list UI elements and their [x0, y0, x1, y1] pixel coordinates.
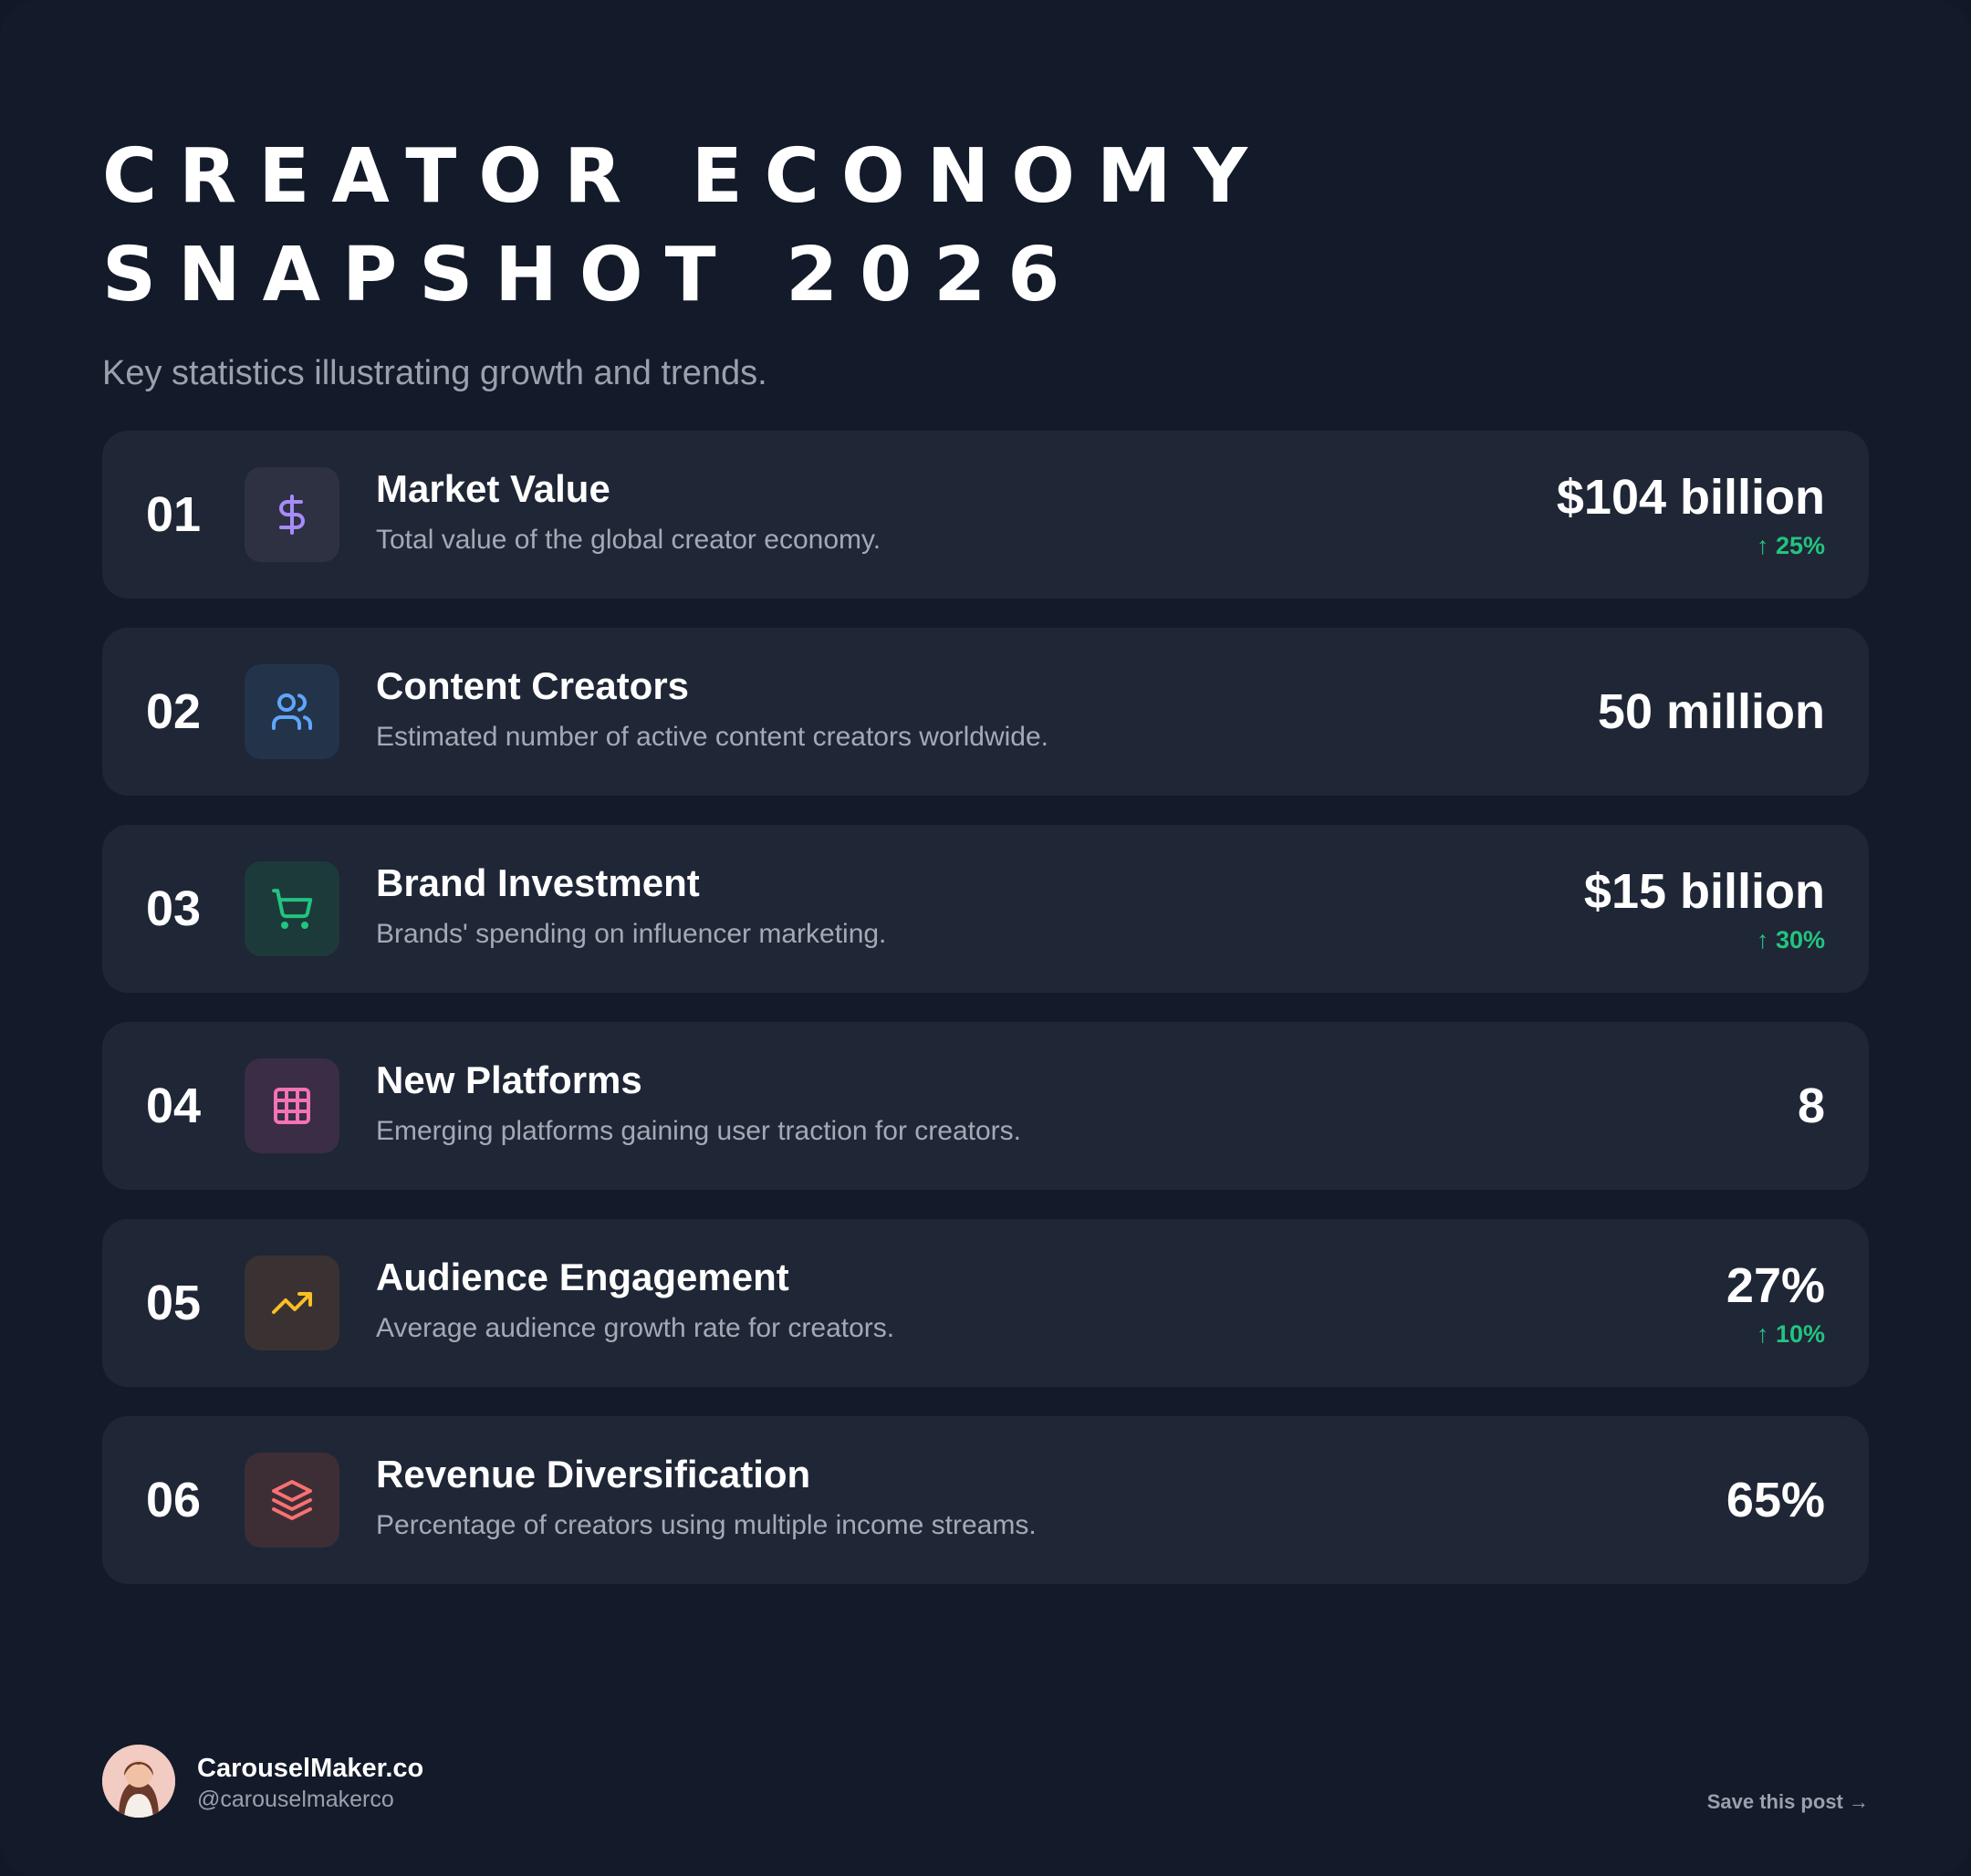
stat-icon-box [245, 664, 339, 759]
trending-up-icon [272, 1292, 312, 1314]
stat-title: Market Value [376, 467, 610, 510]
stat-title: Audience Engagement [376, 1256, 789, 1298]
stat-card: 01 Market Value Total value of the global … [102, 431, 1869, 599]
stat-icon-box [245, 467, 339, 562]
stat-change-badge: ↑ 10% [1756, 1320, 1825, 1348]
stat-text: Content Creators Estimated number of acti… [376, 664, 1048, 754]
stat-text: Brand Investment Brands' spending on infl… [376, 861, 886, 951]
save-post-link[interactable]: Save this post → [1706, 1790, 1869, 1813]
stat-card: 06 Revenue Diversification Percentage of c… [102, 1416, 1869, 1584]
stat-text: Revenue Diversification Percentage of cre… [376, 1453, 1037, 1542]
stat-value-group: 8 [1798, 1022, 1825, 1190]
stat-card: 04 New Platforms Emerging platforms gainin… [102, 1022, 1869, 1190]
stat-icon-box [245, 861, 339, 956]
stat-card: 02 Content Creators Estimated number of ac… [102, 628, 1869, 796]
stat-value: 50 million [1597, 684, 1825, 739]
stat-value: 8 [1797, 1079, 1825, 1133]
header: Creator Economy Snapshot 2026 Key statis… [102, 128, 1836, 393]
footer: CarouselMaker.co @carouselmakerco Save t… [102, 1745, 1869, 1818]
stat-description: Estimated number of active content creat… [376, 722, 1049, 752]
grid-icon [274, 1088, 310, 1124]
stat-icon-box [245, 1453, 339, 1548]
stat-number: 05 [146, 1276, 202, 1330]
stat-value-group: 27% ↑ 10% [1726, 1219, 1825, 1387]
stat-description: Average audience growth rate for creator… [376, 1313, 895, 1343]
stat-number: 06 [146, 1473, 202, 1527]
stat-change-badge: ↑ 25% [1756, 532, 1825, 559]
page-title: Creator Economy Snapshot 2026 [102, 128, 1836, 325]
stat-description: Emerging platforms gaining user traction… [376, 1116, 1021, 1146]
brand-name: CarouselMaker.co [197, 1754, 424, 1783]
layers-icon [272, 1480, 312, 1520]
dollar-icon [279, 495, 305, 535]
stat-text: Market Value Total value of the global cr… [376, 467, 881, 557]
stat-title: Brand Investment [376, 861, 700, 904]
stat-change-badge: ↑ 30% [1756, 926, 1825, 954]
stat-text: Audience Engagement Average audience grow… [376, 1256, 894, 1345]
stat-value: 27% [1726, 1258, 1825, 1313]
stat-number: 04 [146, 1079, 202, 1133]
users-icon [272, 693, 312, 730]
stat-value: $104 billion [1556, 470, 1825, 525]
stat-value-group: 65% [1726, 1416, 1825, 1584]
avatar-image [102, 1745, 175, 1818]
stat-card: 05 Audience Engagement Average audience gr… [102, 1219, 1869, 1387]
stat-title: New Platforms [376, 1058, 642, 1101]
brand-handle: @carouselmakerco [197, 1787, 394, 1812]
stat-value-group: $15 billion ↑ 30% [1584, 825, 1825, 993]
stats-list: 01 Market Value Total value of the global … [102, 431, 1869, 1613]
stat-number: 02 [146, 684, 202, 739]
stat-card: 03 Brand Investment Brands' spending on in… [102, 825, 1869, 993]
stat-icon-box [245, 1058, 339, 1153]
stat-value-group: 50 million [1598, 628, 1825, 796]
title-line-2: Snapshot 2026 [102, 232, 1082, 318]
stat-title: Content Creators [376, 664, 690, 707]
stat-value: $15 billion [1583, 864, 1825, 919]
title-line-1: Creator Economy [102, 133, 1269, 220]
stat-description: Brands' spending on influencer marketing… [376, 919, 887, 949]
stat-value-group: $104 billion ↑ 25% [1557, 431, 1825, 599]
stat-number: 03 [146, 881, 202, 936]
stat-icon-box [245, 1256, 339, 1350]
stat-text: New Platforms Emerging platforms gaining … [376, 1058, 1021, 1148]
avatar[interactable] [102, 1745, 175, 1818]
stat-title: Revenue Diversification [376, 1453, 811, 1496]
shopping-cart-icon [272, 889, 313, 929]
page-subtitle: Key statistics illustrating growth and t… [102, 354, 767, 392]
stat-number: 01 [146, 487, 202, 542]
stat-description: Percentage of creators using multiple in… [376, 1510, 1037, 1540]
stat-description: Total value of the global creator econom… [376, 525, 881, 555]
stat-value: 65% [1726, 1473, 1825, 1527]
